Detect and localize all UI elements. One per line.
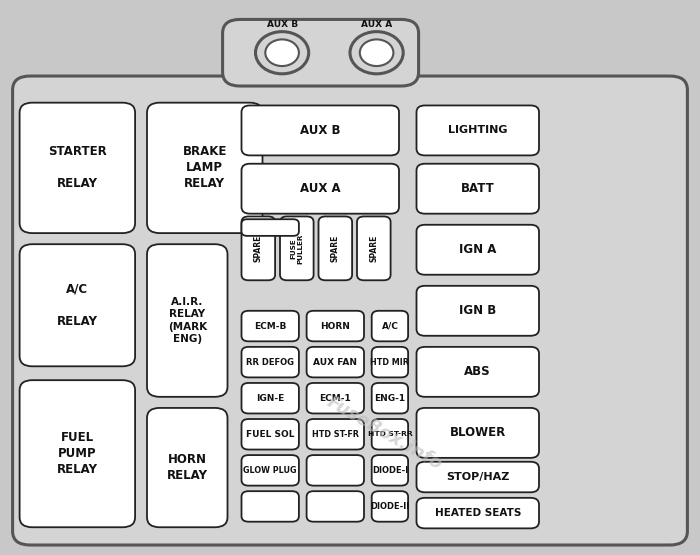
FancyBboxPatch shape <box>147 103 262 233</box>
Text: HTD ST-RR: HTD ST-RR <box>368 431 412 437</box>
Text: HORN
RELAY: HORN RELAY <box>167 453 208 482</box>
FancyBboxPatch shape <box>372 347 408 377</box>
FancyBboxPatch shape <box>307 383 364 413</box>
FancyBboxPatch shape <box>318 216 352 280</box>
FancyBboxPatch shape <box>13 76 687 545</box>
Text: HORN: HORN <box>321 321 350 331</box>
FancyBboxPatch shape <box>357 216 391 280</box>
FancyBboxPatch shape <box>416 105 539 155</box>
FancyBboxPatch shape <box>147 244 228 397</box>
Text: IGN-E: IGN-E <box>256 393 284 403</box>
FancyBboxPatch shape <box>20 103 135 233</box>
FancyBboxPatch shape <box>280 216 314 280</box>
FancyBboxPatch shape <box>241 419 299 450</box>
FancyBboxPatch shape <box>241 164 399 214</box>
Text: STOP/HAZ: STOP/HAZ <box>446 472 510 482</box>
Text: RR DEFOG: RR DEFOG <box>246 357 294 367</box>
FancyBboxPatch shape <box>416 498 539 528</box>
Text: HEATED SEATS: HEATED SEATS <box>435 508 521 518</box>
Text: LIGHTING: LIGHTING <box>448 125 508 135</box>
FancyBboxPatch shape <box>241 311 299 341</box>
Text: GLOW PLUG: GLOW PLUG <box>244 466 297 475</box>
Text: ABS: ABS <box>464 365 491 379</box>
FancyBboxPatch shape <box>416 347 539 397</box>
Text: A.I.R.
RELAY
(MARK
ENG): A.I.R. RELAY (MARK ENG) <box>168 297 206 344</box>
Text: AUX A: AUX A <box>300 182 341 195</box>
Text: SPARE: SPARE <box>370 235 378 262</box>
FancyBboxPatch shape <box>20 244 135 366</box>
FancyBboxPatch shape <box>241 216 275 280</box>
Text: BLOWER: BLOWER <box>449 426 506 440</box>
FancyBboxPatch shape <box>372 383 408 413</box>
FancyBboxPatch shape <box>147 408 228 527</box>
FancyBboxPatch shape <box>307 419 364 450</box>
Text: DIODE-II: DIODE-II <box>370 502 410 511</box>
Text: FuseBox.info: FuseBox.info <box>324 392 446 473</box>
FancyBboxPatch shape <box>241 455 299 486</box>
Circle shape <box>256 32 309 74</box>
FancyBboxPatch shape <box>372 419 408 450</box>
Text: IGN B: IGN B <box>459 304 496 317</box>
FancyBboxPatch shape <box>416 462 539 492</box>
FancyBboxPatch shape <box>307 455 364 486</box>
Text: BRAKE
LAMP
RELAY: BRAKE LAMP RELAY <box>183 145 227 190</box>
Text: A/C

RELAY: A/C RELAY <box>57 282 98 328</box>
FancyBboxPatch shape <box>416 164 539 214</box>
FancyBboxPatch shape <box>372 491 408 522</box>
Text: FUSE
PULLER: FUSE PULLER <box>290 233 304 264</box>
Text: SPARE: SPARE <box>331 235 340 262</box>
Text: DIODE-I: DIODE-I <box>372 466 408 475</box>
Text: HTD MIR: HTD MIR <box>370 357 410 367</box>
FancyBboxPatch shape <box>223 19 419 86</box>
FancyBboxPatch shape <box>241 347 299 377</box>
Text: SPARE: SPARE <box>254 235 262 262</box>
FancyBboxPatch shape <box>416 408 539 458</box>
Text: ECM-1: ECM-1 <box>319 393 351 403</box>
FancyBboxPatch shape <box>372 311 408 341</box>
FancyBboxPatch shape <box>416 286 539 336</box>
Circle shape <box>265 39 299 66</box>
FancyBboxPatch shape <box>307 491 364 522</box>
Text: IGN A: IGN A <box>459 243 496 256</box>
FancyBboxPatch shape <box>307 347 364 377</box>
Text: FUEL
PUMP
RELAY: FUEL PUMP RELAY <box>57 431 98 476</box>
FancyBboxPatch shape <box>307 311 364 341</box>
Text: ENG-1: ENG-1 <box>374 393 405 403</box>
Text: ECM-B: ECM-B <box>254 321 286 331</box>
Text: FUEL SOL: FUEL SOL <box>246 430 295 439</box>
FancyBboxPatch shape <box>241 383 299 413</box>
Text: BATT: BATT <box>461 182 495 195</box>
FancyBboxPatch shape <box>416 225 539 275</box>
Text: AUX FAN: AUX FAN <box>314 357 357 367</box>
Text: AUX B: AUX B <box>300 124 340 137</box>
Circle shape <box>350 32 403 74</box>
Circle shape <box>360 39 393 66</box>
Text: A/C: A/C <box>382 321 398 331</box>
FancyBboxPatch shape <box>241 105 399 155</box>
Text: AUX B: AUX B <box>267 21 298 29</box>
FancyBboxPatch shape <box>372 455 408 486</box>
FancyBboxPatch shape <box>241 491 299 522</box>
FancyBboxPatch shape <box>20 380 135 527</box>
FancyBboxPatch shape <box>241 219 299 236</box>
Text: AUX A: AUX A <box>361 21 392 29</box>
Text: HTD ST-FR: HTD ST-FR <box>312 430 358 439</box>
Text: STARTER

RELAY: STARTER RELAY <box>48 145 106 190</box>
